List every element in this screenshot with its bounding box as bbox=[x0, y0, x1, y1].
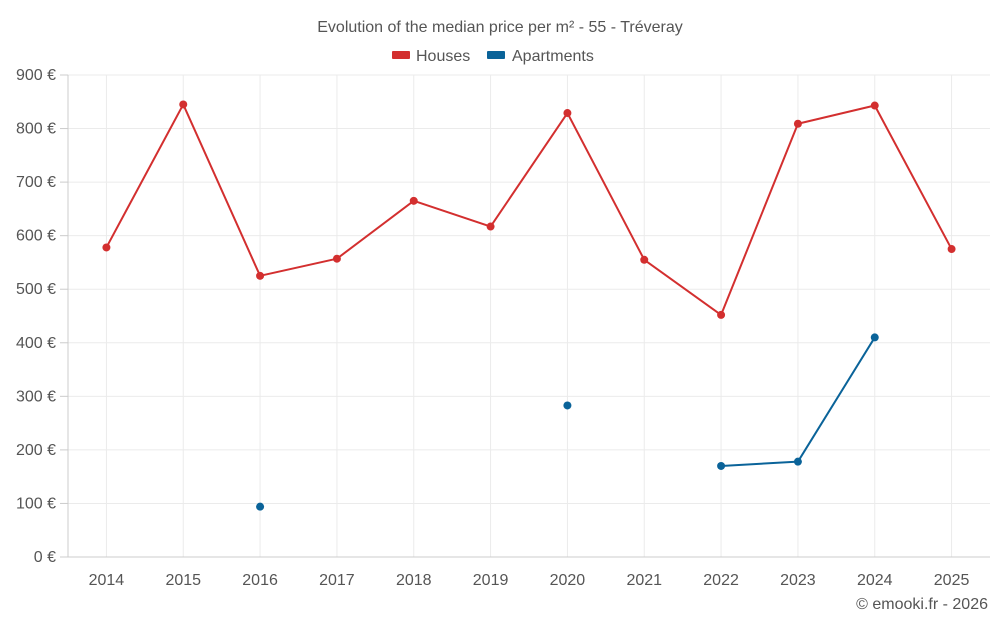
data-point-houses[interactable] bbox=[102, 243, 111, 252]
y-tick-label: 300 € bbox=[16, 388, 56, 405]
data-point-apartments[interactable] bbox=[717, 461, 726, 470]
x-tick-label: 2016 bbox=[242, 572, 278, 589]
x-tick-label: 2022 bbox=[703, 572, 739, 589]
data-point-apartments[interactable] bbox=[563, 401, 572, 410]
credit: © emooki.fr - 2026 bbox=[856, 596, 988, 613]
series-houses bbox=[102, 100, 956, 319]
x-tick-label: 2019 bbox=[473, 572, 509, 589]
data-point-apartments[interactable] bbox=[870, 333, 879, 342]
chart-title: Evolution of the median price per m² - 5… bbox=[317, 19, 683, 36]
legend-label-apartments: Apartments bbox=[512, 48, 594, 65]
data-point-houses[interactable] bbox=[640, 255, 649, 264]
series bbox=[102, 100, 956, 511]
x-tick-label: 2014 bbox=[89, 572, 125, 589]
y-tick-label: 600 € bbox=[16, 228, 56, 245]
legend-item-houses[interactable]: Houses bbox=[392, 48, 470, 65]
data-point-houses[interactable] bbox=[332, 254, 341, 263]
data-point-houses[interactable] bbox=[870, 101, 879, 110]
y-tick-label: 900 € bbox=[16, 67, 56, 84]
y-tick-label: 100 € bbox=[16, 495, 56, 512]
data-point-houses[interactable] bbox=[563, 109, 572, 118]
y-tick-label: 400 € bbox=[16, 335, 56, 352]
data-point-houses[interactable] bbox=[256, 271, 265, 280]
series-apartments bbox=[256, 333, 879, 511]
y-tick-label: 0 € bbox=[34, 549, 56, 566]
data-point-houses[interactable] bbox=[409, 196, 418, 205]
data-point-houses[interactable] bbox=[179, 100, 188, 109]
data-point-houses[interactable] bbox=[947, 245, 956, 254]
legend-item-apartments[interactable]: Apartments bbox=[487, 48, 594, 65]
data-point-apartments[interactable] bbox=[793, 457, 802, 466]
data-point-houses[interactable] bbox=[793, 119, 802, 128]
y-tick-label: 200 € bbox=[16, 442, 56, 459]
x-tick-label: 2025 bbox=[934, 572, 970, 589]
y-tick-label: 500 € bbox=[16, 281, 56, 298]
y-tick-label: 800 € bbox=[16, 121, 56, 138]
data-point-apartments[interactable] bbox=[256, 502, 265, 511]
legend-label-houses: Houses bbox=[416, 48, 470, 65]
x-tick-label: 2017 bbox=[319, 572, 355, 589]
x-tick-label: 2021 bbox=[626, 572, 662, 589]
axes: 0 € 100 € 200 € 300 € 400 € 500 € 600 € 700 € 80… bbox=[16, 67, 990, 589]
legend: Houses Apartments bbox=[392, 48, 594, 65]
x-tick-label: 2018 bbox=[396, 572, 432, 589]
legend-swatch-houses bbox=[392, 51, 410, 59]
series-line-houses bbox=[105, 103, 953, 316]
x-tick-label: 2015 bbox=[165, 572, 201, 589]
legend-swatch-apartments bbox=[487, 51, 505, 59]
x-tick-label: 2020 bbox=[550, 572, 586, 589]
x-tick-label: 2024 bbox=[857, 572, 893, 589]
data-point-houses[interactable] bbox=[717, 310, 726, 319]
y-tick-label: 700 € bbox=[16, 174, 56, 191]
data-point-houses[interactable] bbox=[486, 222, 495, 231]
grid bbox=[68, 74, 990, 557]
x-tick-label: 2023 bbox=[780, 572, 816, 589]
